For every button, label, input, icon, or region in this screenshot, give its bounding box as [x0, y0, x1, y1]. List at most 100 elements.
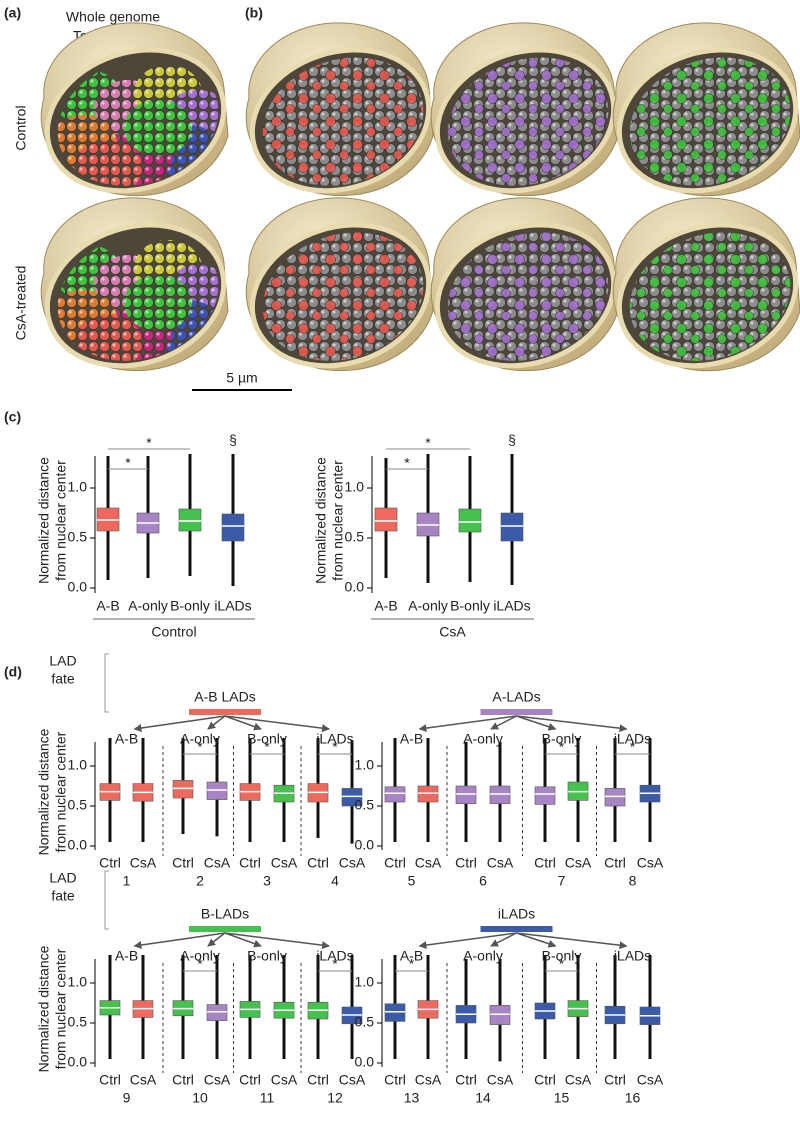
panel-a-title: Whole genome: [66, 9, 160, 25]
shell-rim: [434, 222, 617, 369]
fate-caption: LAD: [49, 870, 76, 886]
panel-label: (b): [245, 5, 263, 21]
group-number: 13: [404, 1090, 420, 1106]
x-tick-label: Ctrl: [534, 1072, 556, 1088]
y-tick-label: 0.0: [355, 837, 375, 853]
fate-arrow: [516, 715, 628, 733]
chart-title: B-LADs: [201, 906, 249, 922]
x-tick-label: CsA: [130, 1072, 157, 1088]
fate-label: A-B: [400, 731, 423, 747]
y-axis-label: Normalized distance: [313, 457, 329, 584]
x-tick-label: CsA: [204, 855, 231, 871]
box: [172, 780, 194, 799]
significance-label: *: [125, 455, 131, 471]
y-tick-label: 0.5: [355, 1014, 375, 1030]
x-tick-label: CsA: [339, 1072, 366, 1088]
group-number: 9: [123, 1090, 131, 1106]
box: [206, 781, 228, 800]
significance-label: *: [425, 435, 431, 451]
box: [604, 788, 626, 807]
y-tick-label: 0.5: [68, 1014, 88, 1030]
group-number: 3: [263, 873, 271, 889]
fate-arrow: [207, 715, 226, 730]
fate-arrow: [490, 932, 517, 947]
shell-rim: [44, 47, 227, 194]
box: [489, 1005, 511, 1025]
x-tick-label: Ctrl: [239, 1072, 261, 1088]
fate-arrow: [418, 715, 517, 733]
significance-label: *: [559, 739, 565, 755]
box: [384, 786, 406, 803]
x-tick-label: CsA: [637, 1072, 664, 1088]
x-tick-label: Ctrl: [99, 1072, 121, 1088]
panel-label: (c): [4, 409, 21, 425]
x-tick-label: Ctrl: [604, 1072, 626, 1088]
x-tick-label: CsA: [415, 855, 442, 871]
box: [455, 785, 477, 804]
y-tick-label: 0.0: [68, 579, 88, 595]
box: [489, 785, 511, 804]
chart-title: A-B LADs: [194, 689, 255, 705]
fate-label: iLADs: [316, 948, 353, 964]
title-bar: [480, 926, 553, 932]
chromosome-territory: [124, 275, 192, 331]
fate-bracket: [104, 653, 109, 713]
x-tick-label: CsA: [271, 1072, 298, 1088]
fate-arrow: [133, 932, 226, 949]
x-tick-label: A-B: [374, 598, 397, 614]
group-number: 16: [625, 1090, 641, 1106]
title-bar: [189, 709, 261, 715]
fate-arrow: [133, 715, 226, 732]
x-tick-label: Ctrl: [172, 1072, 194, 1088]
x-tick-label: A-B: [96, 598, 119, 614]
x-axis-label: Control: [151, 624, 196, 640]
y-tick-label: 0.0: [355, 1054, 375, 1070]
significance-label: *: [264, 739, 270, 755]
y-tick-label: 1.0: [355, 974, 375, 990]
x-tick-label: A-only: [128, 598, 168, 614]
significance-label: *: [197, 739, 203, 755]
x-tick-label: CsA: [204, 1072, 231, 1088]
fate-arrow: [224, 932, 262, 948]
y-tick-label: 1.0: [355, 757, 375, 773]
fate-label: iLADs: [614, 731, 651, 747]
y-tick-label: 1.0: [68, 757, 88, 773]
group-number: 5: [408, 873, 416, 889]
y-tick-label: 1.0: [345, 479, 365, 495]
box: [534, 786, 556, 805]
x-tick-label: Ctrl: [172, 855, 194, 871]
fate-arrow: [516, 932, 628, 950]
shell-rim: [249, 222, 432, 369]
row-label: Control: [13, 105, 29, 150]
group-number: 8: [629, 873, 637, 889]
x-tick-label: Ctrl: [455, 1072, 477, 1088]
x-tick-label: CsA: [565, 1072, 592, 1088]
fate-arrow: [207, 932, 226, 947]
significance-label: *: [404, 455, 410, 471]
fate-label: A-only: [463, 948, 503, 964]
shell-rim: [616, 47, 799, 194]
y-tick-label: 0.5: [355, 797, 375, 813]
group-number: 12: [327, 1090, 343, 1106]
shell-rim: [434, 47, 617, 194]
y-tick-label: 1.0: [68, 974, 88, 990]
x-tick-label: Ctrl: [239, 855, 261, 871]
x-tick-label: CsA: [415, 1072, 442, 1088]
title-bar: [480, 709, 553, 715]
fate-label: iLADs: [614, 948, 651, 964]
y-axis-label: from nuclear center: [53, 731, 69, 852]
fate-label: A-only: [180, 731, 220, 747]
significance-label: §: [229, 432, 237, 448]
x-tick-label: CsA: [130, 855, 157, 871]
significance-label: *: [332, 956, 338, 972]
box: [417, 785, 439, 803]
chromosome-territory: [124, 100, 192, 156]
x-tick-label: Ctrl: [604, 855, 626, 871]
fate-arrow: [516, 715, 557, 731]
fate-label: A-B: [115, 731, 138, 747]
significance-label: §: [508, 432, 516, 448]
group-number: 14: [475, 1090, 491, 1106]
significance-label: *: [332, 739, 338, 755]
x-tick-label: B-only: [450, 598, 490, 614]
